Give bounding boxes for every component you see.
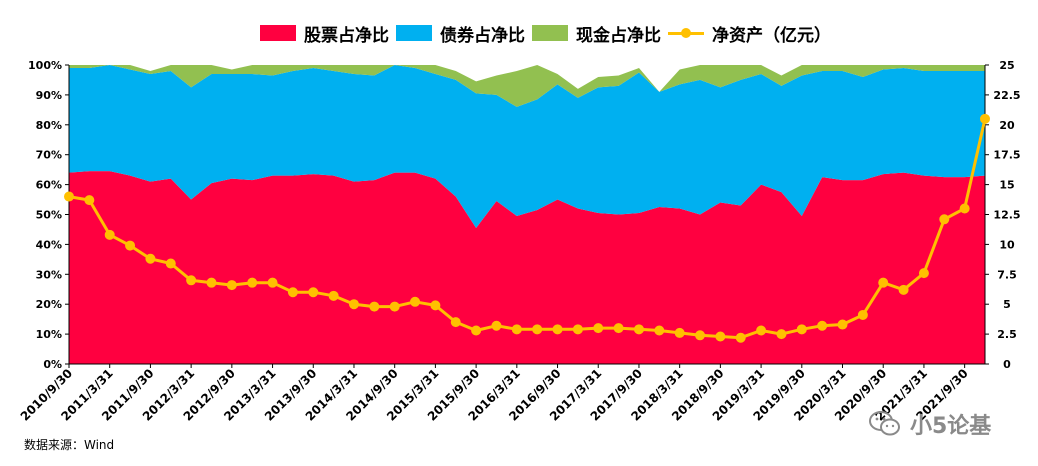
net-assets-point <box>165 258 176 269</box>
net-assets-point <box>328 290 339 301</box>
net-assets-point <box>918 268 929 279</box>
net-assets-point <box>735 332 746 343</box>
net-assets-point <box>491 320 502 331</box>
net-assets-point <box>837 319 848 330</box>
net-assets-point <box>532 324 543 335</box>
area-layers <box>69 65 985 364</box>
legend-item-cash: 现金占净比 <box>532 18 661 48</box>
y-right-tick-label: 5 <box>1003 298 1011 311</box>
legend-label-cash: 现金占净比 <box>576 25 661 46</box>
y-right-tick-label: 0 <box>1003 358 1011 371</box>
area-cash <box>69 65 985 107</box>
net-assets-point <box>857 309 868 320</box>
y-left-tick-label: 90% <box>36 89 62 102</box>
net-assets-polyline <box>68 118 987 340</box>
net-assets-line <box>64 113 990 343</box>
net-assets-point <box>206 277 217 288</box>
y-right-tick-label: 12.5 <box>993 209 1020 222</box>
net-assets-point <box>226 280 237 291</box>
y-right-tick-label: 15 <box>999 179 1014 192</box>
net-assets-point <box>389 301 400 312</box>
net-assets-point <box>695 330 706 341</box>
y-left-tick-label: 20% <box>36 298 62 311</box>
area-bond <box>69 65 985 228</box>
y-left-tick-label: 30% <box>36 268 62 281</box>
net-assets-point <box>267 277 278 288</box>
net-assets-point <box>959 203 970 214</box>
legend-item-bond: 债券占净比 <box>396 18 525 48</box>
legend-swatch-stock <box>260 25 296 41</box>
legend-item-net-assets: 净资产（亿元） <box>668 18 831 48</box>
wechat-icon <box>869 411 900 436</box>
y-right-tick-label: 17.5 <box>993 149 1020 162</box>
y-left-tick-label: 80% <box>36 119 62 132</box>
y-left-tick-label: 50% <box>36 209 62 222</box>
y-right-tick-label: 20 <box>999 119 1015 132</box>
y-left-tick-label: 100% <box>28 59 62 72</box>
legend-swatch-bond <box>396 25 432 41</box>
y-left-tick-label: 70% <box>36 149 62 162</box>
y-left-tick-label: 40% <box>36 238 62 251</box>
data-source-note: 数据来源：Wind <box>24 438 115 452</box>
y-right-tick-label: 22.5 <box>993 89 1020 102</box>
net-assets-point <box>939 214 950 225</box>
net-assets-point <box>247 277 258 288</box>
net-assets-point <box>898 284 909 295</box>
net-assets-point <box>654 325 665 336</box>
net-assets-point <box>410 296 421 307</box>
legend: 股票占净比 债券占净比 现金占净比 净资产（亿元） <box>0 18 1038 48</box>
net-assets-point <box>104 229 115 240</box>
net-assets-point <box>308 287 319 298</box>
net-assets-point <box>145 253 156 264</box>
net-assets-point <box>450 317 461 328</box>
legend-item-stock: 股票占净比 <box>260 18 389 48</box>
net-assets-point <box>796 324 807 335</box>
legend-swatch-net-assets <box>668 25 704 41</box>
area-stock <box>69 171 985 364</box>
net-assets-point <box>572 324 583 335</box>
net-assets-point <box>287 287 298 298</box>
legend-label-bond: 债券占净比 <box>440 25 525 46</box>
net-assets-point <box>369 301 380 312</box>
legend-label-net-assets: 净资产（亿元） <box>712 25 831 46</box>
net-assets-point <box>348 299 359 310</box>
legend-swatch-cash <box>532 25 568 41</box>
net-assets-point <box>593 323 604 334</box>
net-assets-point <box>186 275 197 286</box>
net-assets-point <box>84 195 95 206</box>
legend-label-stock: 股票占净比 <box>304 25 389 46</box>
net-assets-point <box>633 324 644 335</box>
watermark: 小5论基 <box>868 408 991 440</box>
net-assets-point <box>715 331 726 342</box>
watermark-text: 小5论基 <box>910 414 992 439</box>
y-left-tick-label: 10% <box>36 328 62 341</box>
net-assets-point <box>471 325 482 336</box>
net-assets-point <box>674 327 685 338</box>
net-assets-point <box>430 300 441 311</box>
y-left-tick-label: 0% <box>43 358 62 371</box>
y-right-tick-label: 2.5 <box>997 328 1017 341</box>
net-assets-point <box>817 320 828 331</box>
net-assets-point <box>756 325 767 336</box>
net-assets-point <box>980 113 990 124</box>
net-assets-point <box>125 240 136 251</box>
net-assets-point <box>878 277 889 288</box>
y-right-tick-label: 25 <box>999 59 1014 72</box>
y-left-tick-label: 60% <box>36 179 62 192</box>
net-assets-point <box>511 324 522 335</box>
net-assets-point <box>64 191 74 202</box>
net-assets-point <box>776 329 787 340</box>
net-assets-point <box>552 324 563 335</box>
y-right-tick-label: 7.5 <box>997 268 1017 281</box>
net-assets-point <box>613 323 624 334</box>
y-right-tick-label: 10 <box>999 238 1015 251</box>
